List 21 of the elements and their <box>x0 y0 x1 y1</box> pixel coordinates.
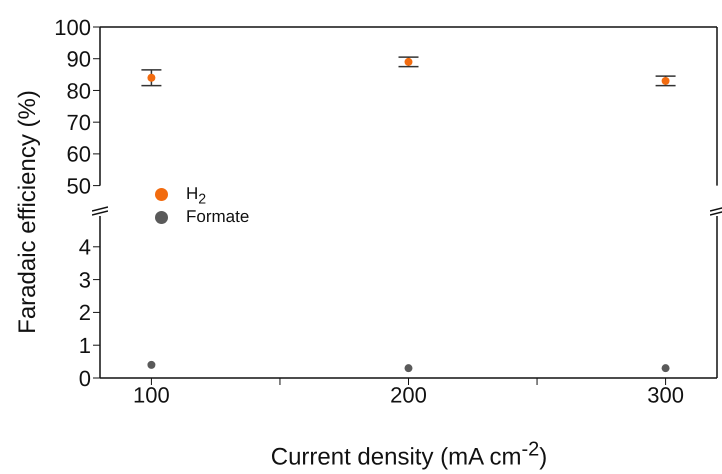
x-tick-label: 200 <box>390 382 427 408</box>
y-tick-label: 4 <box>78 234 91 260</box>
y-tick-label: 50 <box>66 173 91 198</box>
y-tick-label: 60 <box>66 142 91 167</box>
point <box>662 76 670 85</box>
y-tick-label: 0 <box>78 366 91 391</box>
y-tick-label: 80 <box>66 78 91 104</box>
point <box>147 74 156 82</box>
x-tick-label: 100 <box>133 382 170 408</box>
y-tick-label: 1 <box>78 333 91 358</box>
y-tick-label: 3 <box>78 267 91 292</box>
x-tick-label: 300 <box>647 382 684 408</box>
y-tick-label: 100 <box>54 14 91 40</box>
legend-label: H$_{2}$ <box>186 184 206 207</box>
x-axis-title: Current density (mA cm$^{-2}$) <box>270 438 548 470</box>
y-axis-title: Faradaic efficiency (%) <box>14 90 41 334</box>
y-tick-label: 2 <box>78 300 91 326</box>
y-tick-label: 90 <box>66 46 91 72</box>
y-tick-label: 70 <box>66 110 91 135</box>
point <box>404 58 412 66</box>
legend-label: Formate <box>186 207 250 226</box>
